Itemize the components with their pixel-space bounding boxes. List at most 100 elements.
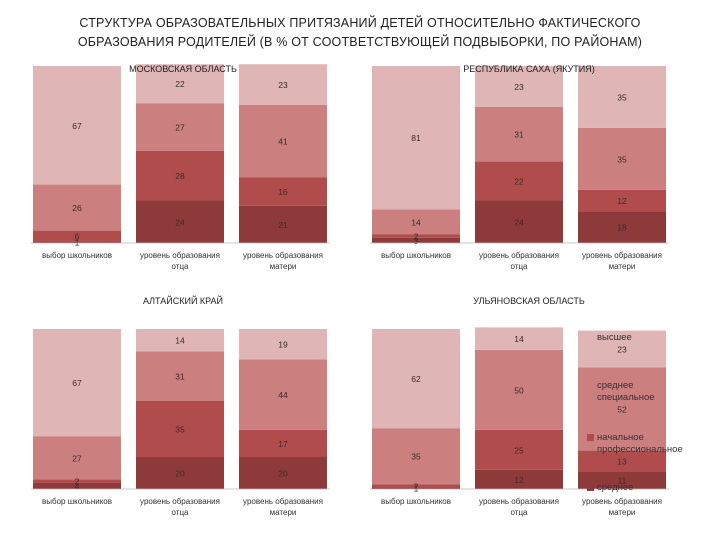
- bar-segment: [475, 429, 563, 470]
- data-label: 52: [617, 405, 627, 415]
- bar-segment: [33, 436, 121, 480]
- bar-segment: [136, 401, 224, 457]
- category-label: уровень образования: [140, 497, 220, 506]
- data-label: 67: [72, 378, 82, 388]
- data-label: 6: [75, 231, 80, 241]
- data-label: 35: [411, 452, 421, 462]
- data-label: 2: [414, 231, 419, 241]
- bar-segment: [239, 64, 327, 105]
- category-label: выбор школьников: [381, 251, 451, 260]
- bar-segment: [475, 469, 563, 489]
- data-label: 31: [175, 372, 185, 382]
- data-label: 18: [617, 223, 627, 233]
- bar-segment: [372, 487, 460, 489]
- data-label: 14: [514, 334, 524, 344]
- category-label: отца: [172, 508, 190, 517]
- legend-label: среднее: [597, 380, 633, 391]
- data-label: 27: [72, 453, 82, 463]
- bar-segment: [475, 200, 563, 243]
- data-label: 23: [278, 80, 288, 90]
- data-label: 24: [514, 217, 524, 227]
- chart-title: УЛЬЯНОВСКАЯ ОБЛАСТЬ: [473, 296, 585, 306]
- data-label: 12: [514, 475, 524, 485]
- category-label: уровень образования: [479, 497, 559, 506]
- bar-segment: [372, 209, 460, 235]
- bar-segment: [475, 66, 563, 107]
- bar-segment: [578, 211, 666, 243]
- bar-segment: [239, 205, 327, 243]
- legend-label: профессиональное: [597, 444, 683, 455]
- bar-segment: [578, 471, 666, 489]
- title-line-1: СТРУКТУРА ОБРАЗОВАТЕЛЬНЫХ ПРИТЯЗАНИЙ ДЕТ…: [79, 16, 641, 30]
- data-label: 50: [514, 385, 524, 395]
- title-line-2: ОБРАЗОВАНИЯ РОДИТЕЛЕЙ (В % ОТ СООТВЕТСТВ…: [77, 35, 643, 49]
- bar-segment: [578, 66, 666, 128]
- category-label: уровень образования: [582, 497, 662, 506]
- bar-segment: [239, 329, 327, 360]
- legend-label: среднее: [597, 482, 633, 493]
- bar-segment: [33, 241, 121, 243]
- bar-segment: [239, 359, 327, 430]
- data-label: 28: [175, 171, 185, 181]
- data-label: 14: [411, 217, 421, 227]
- bar-segment: [136, 351, 224, 401]
- category-label: выбор школьников: [42, 251, 112, 260]
- bar-segment: [136, 150, 224, 201]
- bar-segment: [372, 428, 460, 485]
- bar-segment: [475, 349, 563, 430]
- bar-segment: [578, 127, 666, 190]
- data-label: 35: [617, 154, 627, 164]
- bar-segment: [578, 189, 666, 212]
- category-label: матери: [270, 508, 297, 517]
- data-label: 35: [617, 92, 627, 102]
- data-label: 31: [514, 130, 524, 140]
- page-title: СТРУКТУРА ОБРАЗОВАТЕЛЬНЫХ ПРИТЯЗАНИЙ ДЕТ…: [20, 14, 700, 52]
- data-label: 22: [175, 79, 185, 89]
- legend-swatch: [587, 382, 594, 389]
- bar-segment: [475, 161, 563, 201]
- category-label: уровень образования: [243, 251, 323, 260]
- data-label: 62: [411, 374, 421, 384]
- category-label: матери: [609, 262, 636, 271]
- bar-segment: [372, 66, 460, 210]
- bar-segment: [372, 329, 460, 429]
- data-label: 17: [278, 439, 288, 449]
- data-label: 14: [175, 336, 185, 346]
- data-label: 35: [175, 425, 185, 435]
- data-label: 11: [618, 476, 627, 486]
- bar-segment: [372, 234, 460, 238]
- data-label: 2: [75, 477, 80, 487]
- data-label: 24: [175, 217, 185, 227]
- bar-segment: [475, 327, 563, 350]
- bar-segment: [578, 450, 666, 472]
- data-label: 67: [72, 121, 82, 131]
- data-label: 3: [414, 236, 419, 246]
- data-label: 22: [514, 177, 524, 187]
- category-label: уровень образования: [479, 251, 559, 260]
- bar-segment: [239, 177, 327, 206]
- data-label: 16: [278, 187, 288, 197]
- data-label: 2: [414, 481, 419, 491]
- legend-label: специальное: [597, 392, 655, 403]
- bar-segment: [136, 200, 224, 243]
- bar-segment: [33, 479, 121, 483]
- bar-segment: [136, 329, 224, 352]
- data-label: 26: [72, 203, 82, 213]
- chart-title: МОСКОВСКАЯ ОБЛАСТЬ: [129, 64, 237, 74]
- category-label: отца: [511, 262, 529, 271]
- category-label: отца: [511, 508, 529, 517]
- category-label: уровень образования: [243, 497, 323, 506]
- bar-segment: [239, 104, 327, 178]
- data-label: 81: [411, 133, 421, 143]
- category-label: матери: [609, 508, 636, 517]
- data-label: 27: [175, 123, 185, 133]
- bar-segment: [239, 429, 327, 457]
- bar-segment: [33, 230, 121, 242]
- data-label: 20: [175, 469, 185, 479]
- legend-swatch: [587, 434, 594, 441]
- category-label: выбор школьников: [381, 497, 451, 506]
- category-label: уровень образования: [140, 251, 220, 260]
- data-label: 19: [278, 340, 288, 350]
- legend-label: начальное: [597, 432, 644, 443]
